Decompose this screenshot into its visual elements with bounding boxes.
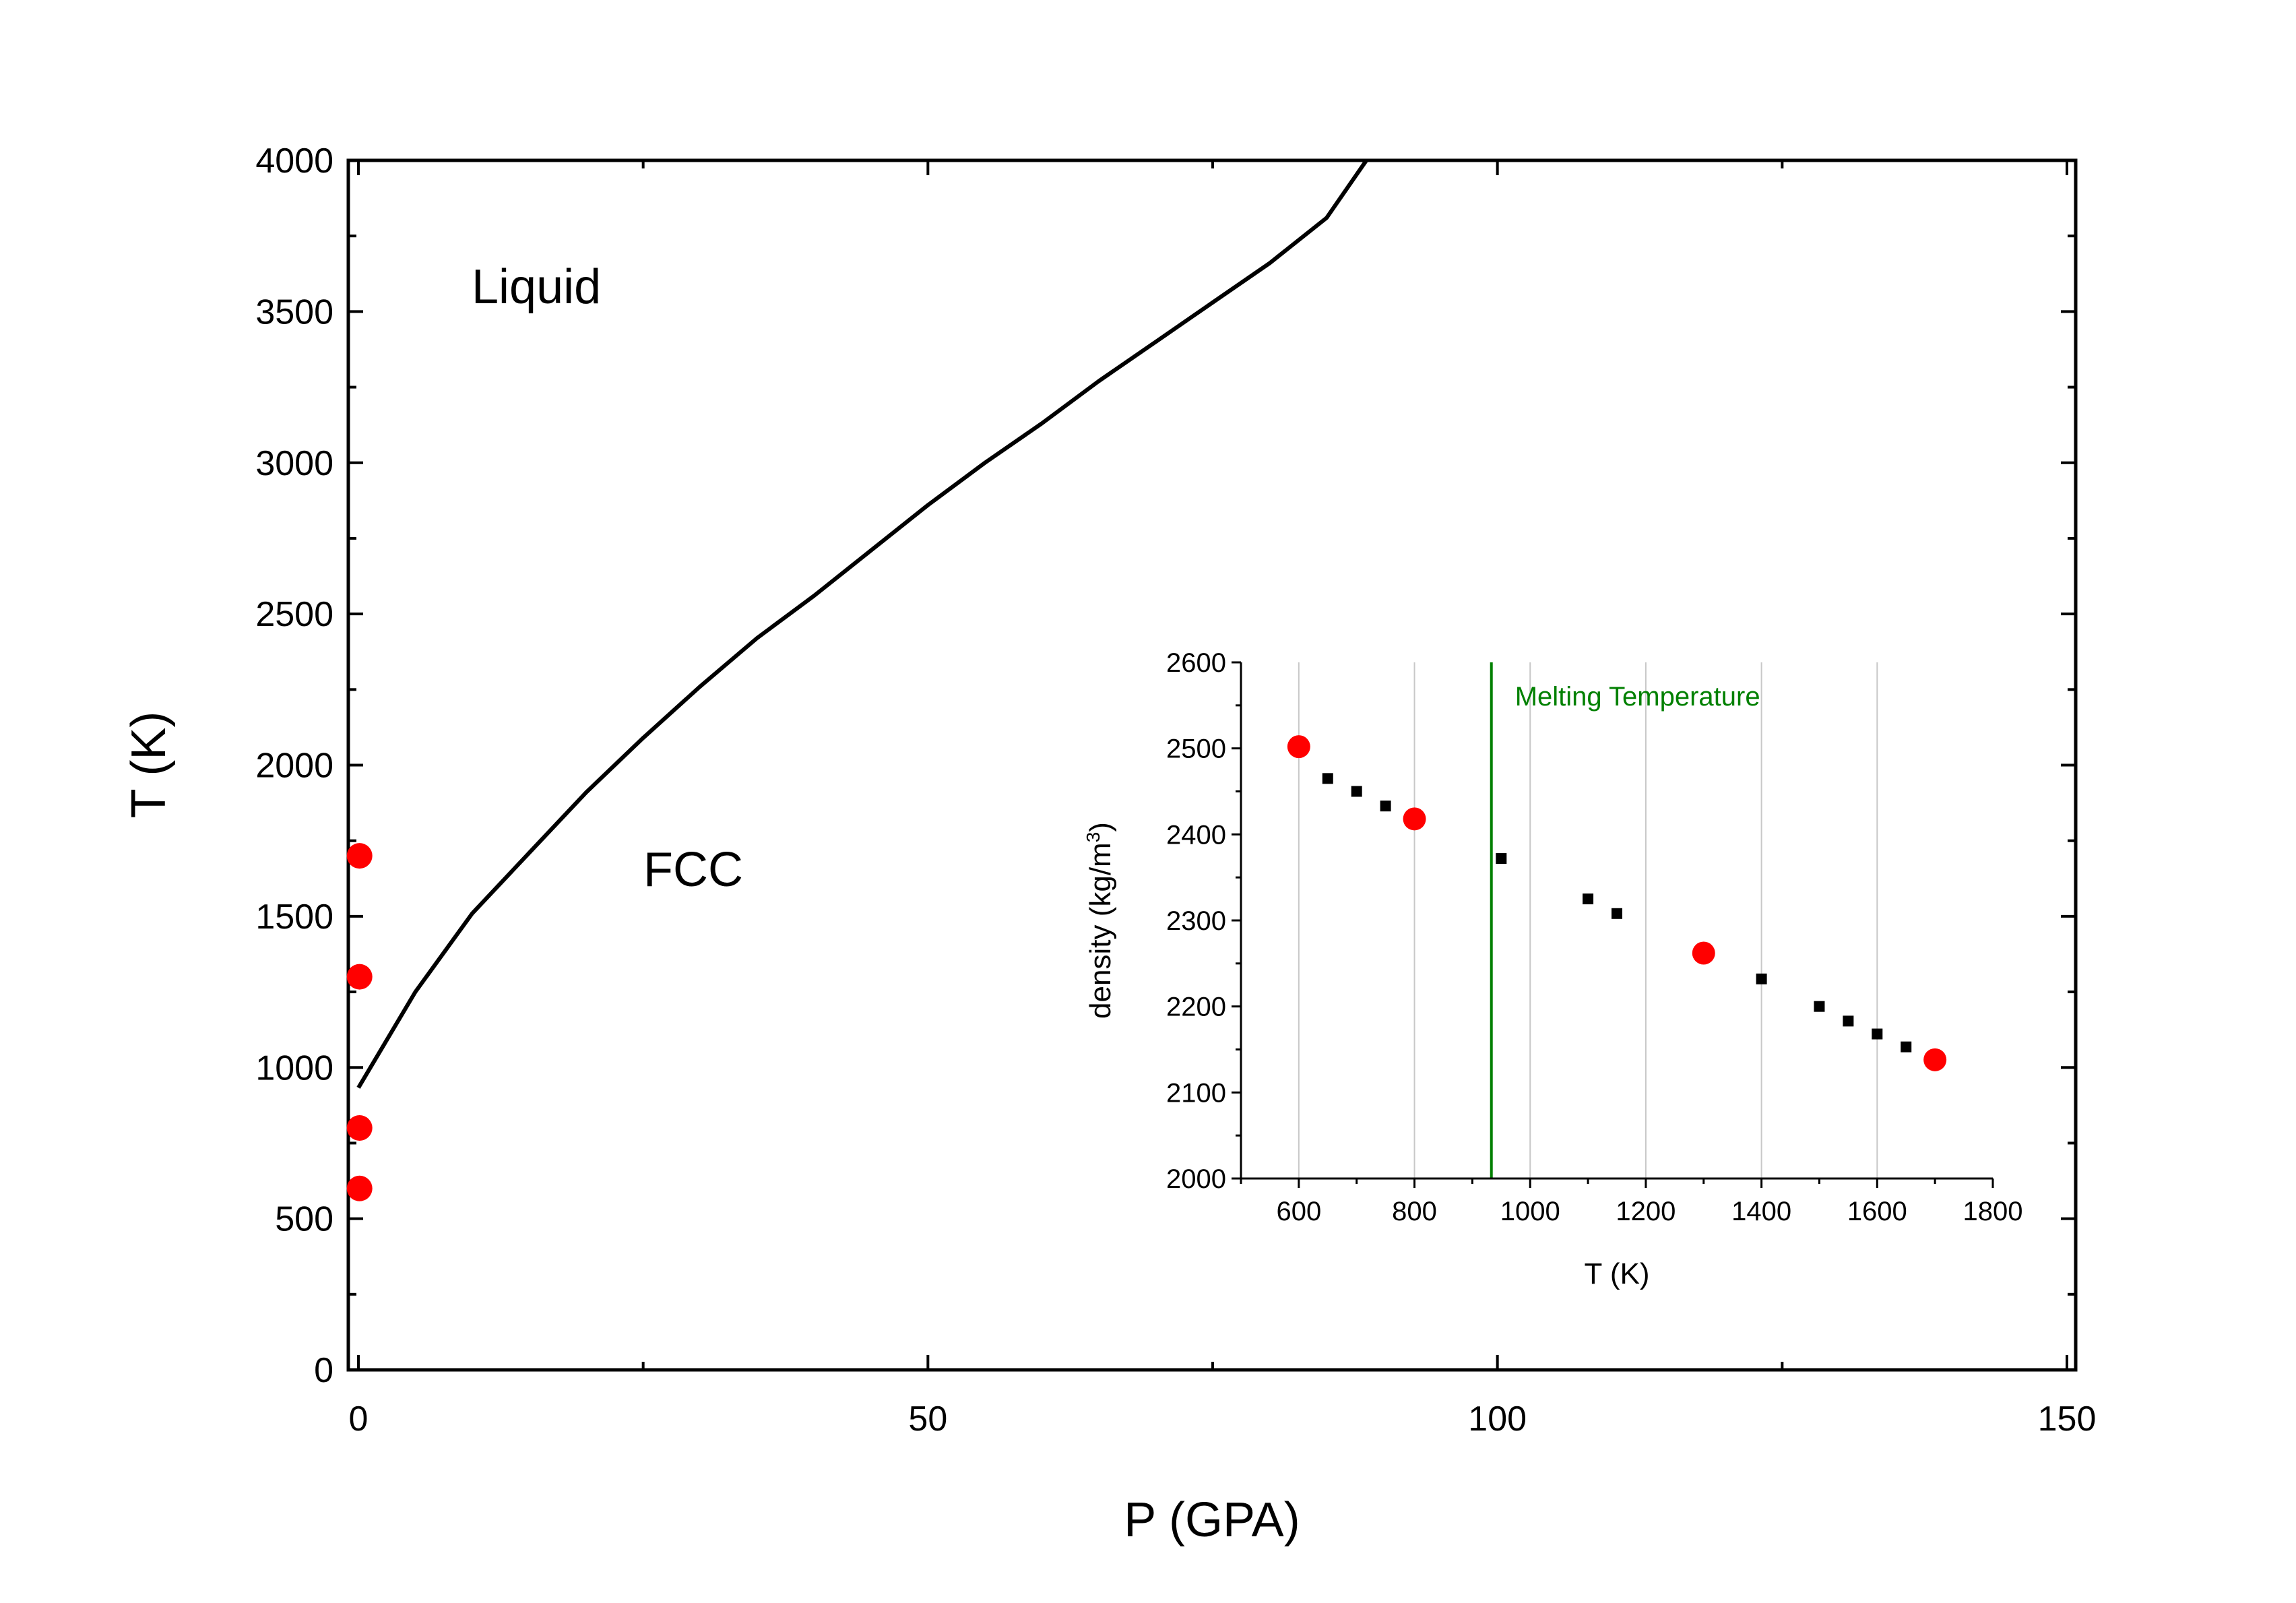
main-y-tick-label: 2500 [255, 595, 333, 634]
main-red-marker [346, 843, 373, 869]
inset-black-square-marker [1351, 786, 1362, 797]
inset-y-axis-title-superscript: 3 [1083, 832, 1104, 843]
inset-black-square-marker [1322, 773, 1333, 784]
inset-x-tick-label: 1400 [1731, 1197, 1791, 1226]
inset-y-tick-label: 2400 [1166, 820, 1226, 850]
main-x-tick-label: 150 [2038, 1400, 2097, 1439]
inset-red-marker [1692, 941, 1715, 965]
inset-black-square-marker [1496, 853, 1507, 865]
inset-y-axis-title-main: density (kg/m [1084, 842, 1117, 1019]
main-x-tick-label: 0 [349, 1400, 369, 1439]
main-x-axis-title: P (GPA) [1124, 1493, 1300, 1547]
inset-red-marker [1403, 807, 1426, 831]
main-y-tick-label: 3000 [255, 444, 333, 483]
inset-plot-data [1287, 735, 1947, 1071]
main-y-tick-label: 4000 [255, 142, 333, 181]
main-plot-ticks: 0 50 100 1500500100015002000250030003500400… [255, 142, 2096, 1439]
inset-y-tick-label: 2600 [1166, 648, 1226, 678]
inset-y-axis-title: density (kg/m3) [1083, 822, 1117, 1019]
inset-y-tick-label: 2100 [1166, 1078, 1226, 1108]
inset-x-tick-label: 600 [1276, 1197, 1321, 1226]
main-x-tick-label: 100 [1468, 1400, 1527, 1439]
main-plot-data [346, 159, 1368, 1201]
inset-grid [1298, 662, 1878, 1178]
inset-plot: Melting Temperature 600 800 1000 1200 1400 16… [1083, 648, 2022, 1290]
region-label-liquid: Liquid [472, 260, 601, 314]
inset-y-tick-label: 2500 [1166, 734, 1226, 764]
inset-black-square-marker [1814, 1001, 1825, 1012]
main-y-tick-label: 1000 [255, 1048, 333, 1088]
inset-plot-background [1241, 662, 1993, 1178]
inset-x-tick-label: 1800 [1963, 1197, 2023, 1226]
inset-red-marker [1287, 735, 1310, 759]
inset-x-tick-label: 800 [1392, 1197, 1437, 1226]
inset-melting-annotation: Melting Temperature [1490, 662, 1760, 1178]
region-label-fcc: FCC [643, 843, 743, 897]
inset-red-marker [1923, 1048, 1947, 1071]
main-y-tick-label: 3500 [255, 292, 333, 332]
inset-y-tick-label: 2300 [1166, 906, 1226, 936]
inset-x-tick-label: 1200 [1616, 1197, 1676, 1226]
inset-x-tick-label: 1000 [1500, 1197, 1560, 1226]
inset-black-square-marker [1612, 908, 1622, 919]
melting-curve-line [356, 159, 1368, 1089]
inset-black-square-marker [1872, 1028, 1883, 1040]
inset-black-square-marker [1583, 893, 1594, 905]
inset-black-square-marker [1756, 973, 1767, 984]
inset-x-tick-label: 1600 [1847, 1197, 1907, 1226]
main-x-tick-label: 50 [908, 1400, 947, 1439]
main-red-marker [346, 1175, 373, 1201]
inset-x-axis-title: T (K) [1585, 1257, 1650, 1290]
inset-black-square-marker [1901, 1041, 1912, 1052]
main-y-tick-label: 1500 [255, 898, 333, 937]
main-y-tick-label: 0 [314, 1351, 333, 1390]
main-plot: 0 50 100 1500500100015002000250030003500400… [122, 142, 2096, 1547]
main-red-marker [346, 1115, 373, 1141]
inset-black-square-marker [1380, 800, 1391, 812]
inset-y-tick-label: 2000 [1166, 1164, 1226, 1194]
melting-temperature-label: Melting Temperature [1515, 682, 1760, 712]
inset-black-square-marker [1843, 1015, 1854, 1027]
inset-y-axis-title-end: ) [1084, 822, 1117, 832]
inset-y-tick-label: 2200 [1166, 993, 1226, 1022]
main-y-tick-label: 500 [275, 1200, 333, 1239]
main-red-marker [346, 964, 373, 990]
main-y-tick-label: 2000 [255, 747, 333, 786]
inset-plot-ticks: 600 800 1000 1200 1400 1600 1800 2000 2100 2200 23… [1166, 648, 2022, 1226]
main-y-axis-title: T (K) [122, 712, 176, 819]
